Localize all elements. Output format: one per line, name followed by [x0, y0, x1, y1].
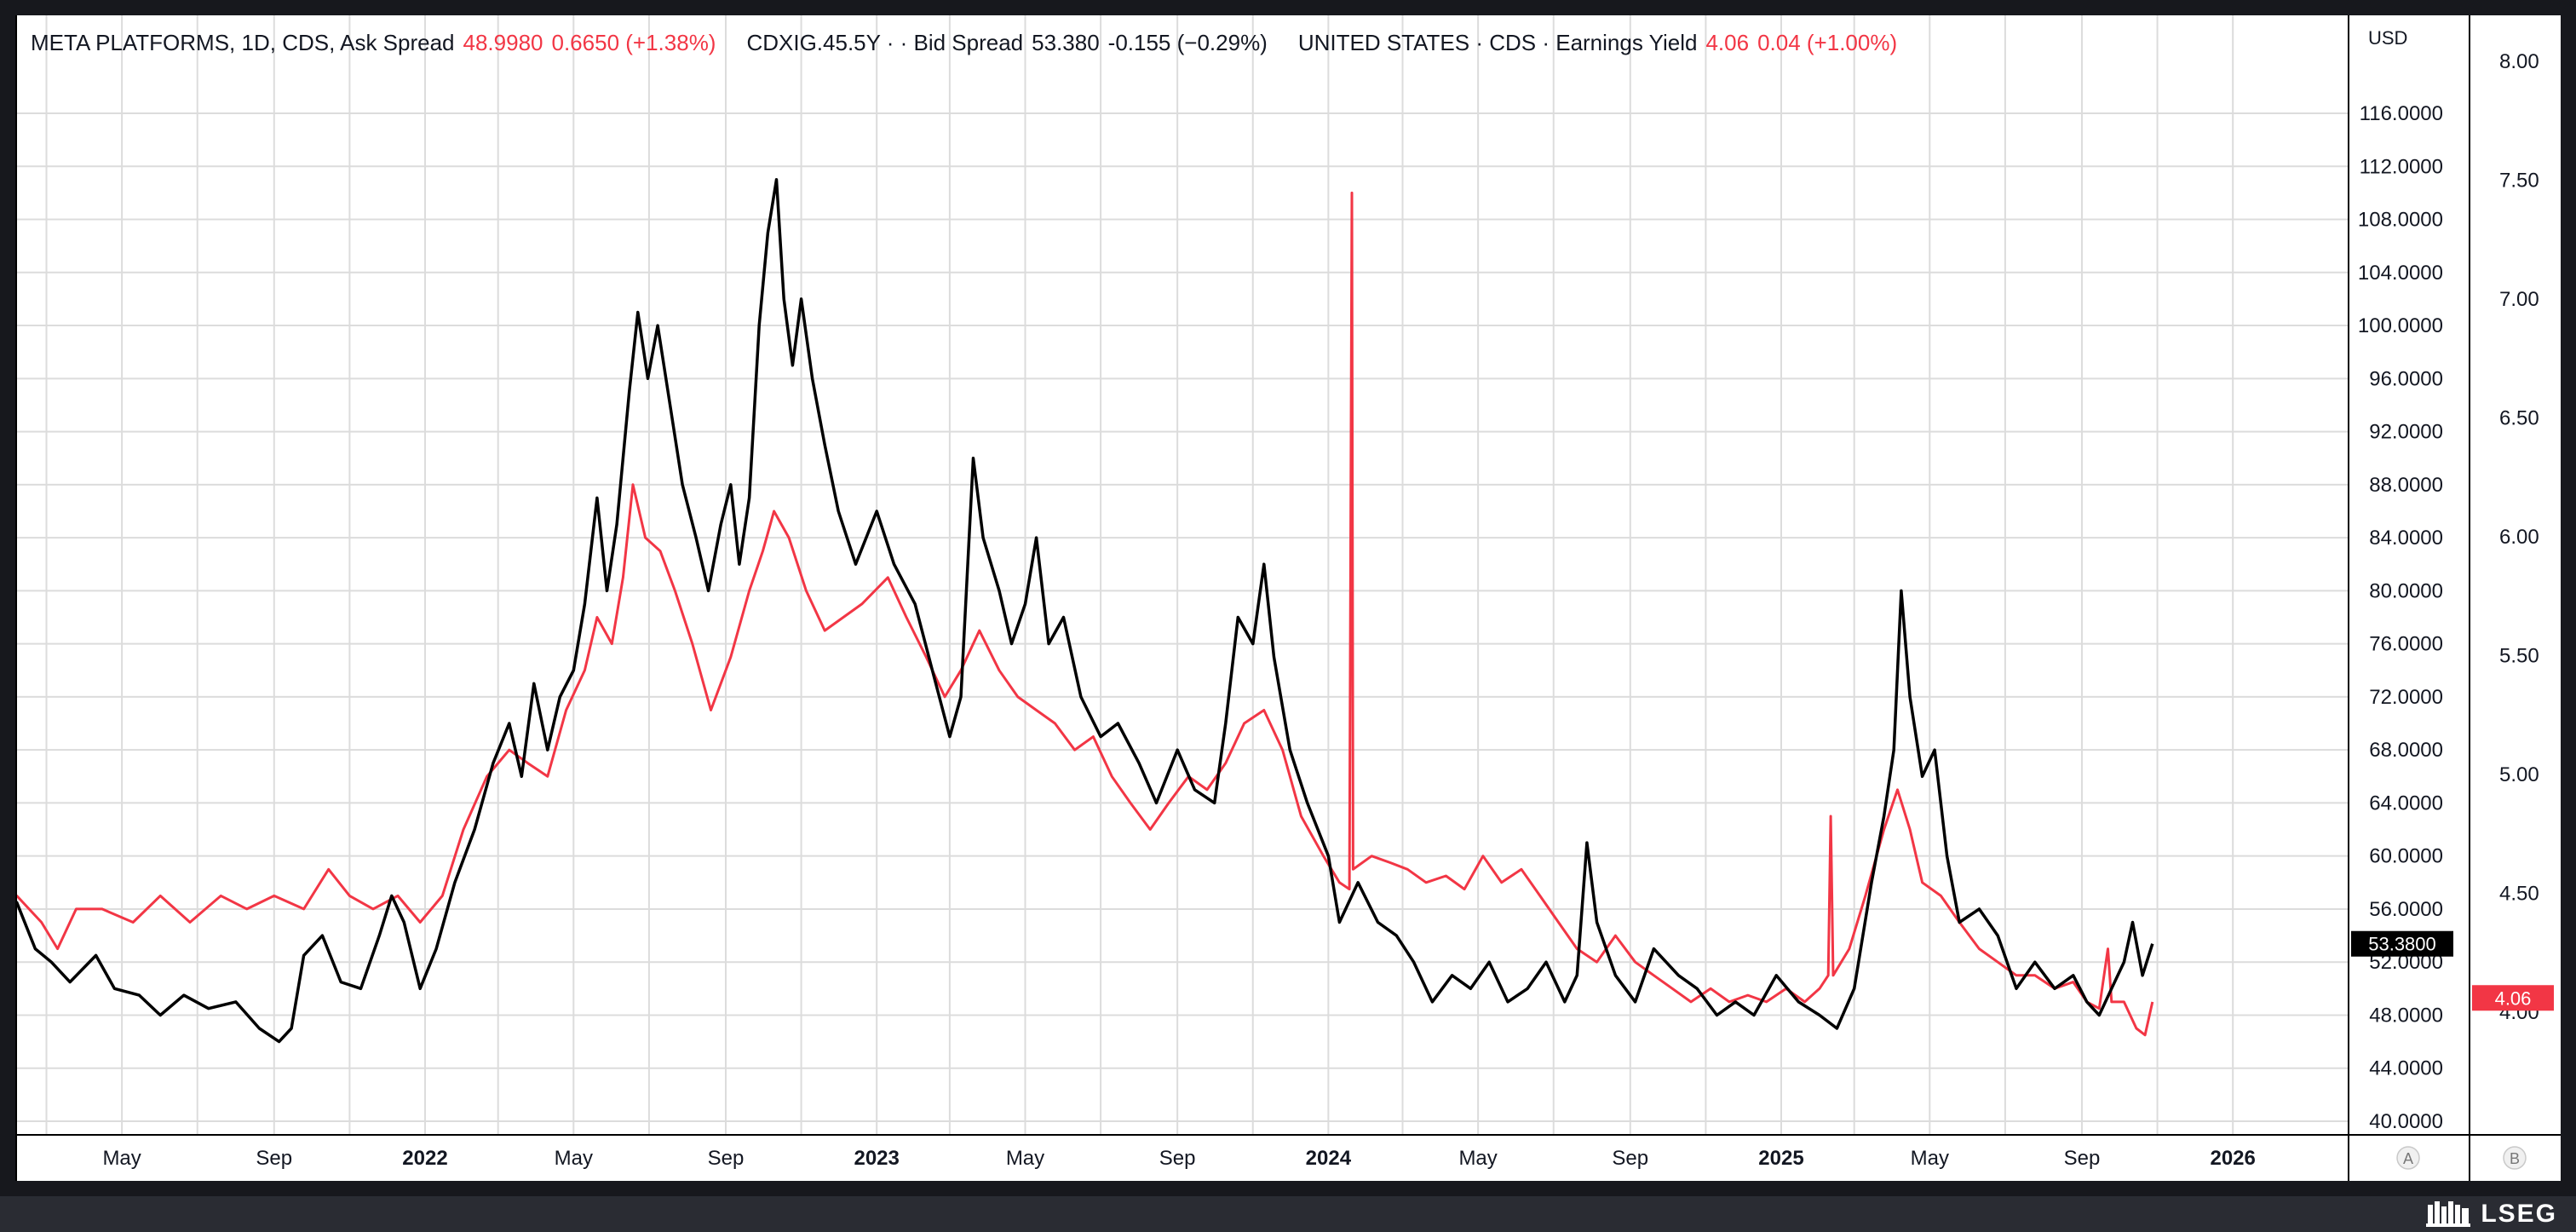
chart-panel: 40.0000 44.0000 48.0000 52.0000 56.0000 60.00…: [15, 15, 2561, 1181]
axis-a[interactable]: 40.000044.000048.000052.000056.000060.00…: [2358, 102, 2443, 1133]
svg-text:53.3800: 53.3800: [2368, 934, 2436, 955]
axis-b-tick-label: 7.50: [2499, 170, 2539, 193]
legend-s2-name: CDXIG.45.5Y · · Bid Spread: [746, 30, 1023, 55]
series-layer: [15, 178, 2154, 1044]
axis-a-tick-label: 48.0000: [2369, 1004, 2443, 1027]
legend[interactable]: META PLATFORMS, 1D, CDS, Ask Spread 48.99…: [31, 30, 1897, 55]
lseg-logo: LSEG: [2426, 1197, 2557, 1231]
axis-b-border: [2469, 15, 2470, 1181]
axis-b-tick-label: 6.50: [2499, 407, 2539, 430]
axis-a-tick-label: 44.0000: [2369, 1057, 2443, 1080]
time-axis-label: Sep: [708, 1147, 745, 1170]
grid: [17, 15, 2348, 1134]
svg-text:B: B: [2510, 1150, 2520, 1167]
axis-b-tick-label: 5.00: [2499, 763, 2539, 786]
axis-a-tick-label: 80.0000: [2369, 579, 2443, 602]
axis-a-tick-label: 40.0000: [2369, 1110, 2443, 1133]
axis-a-tick-label: 56.0000: [2369, 898, 2443, 921]
axis-a-tick-label: 108.0000: [2358, 209, 2443, 232]
series-line-cdx: [15, 178, 2154, 1044]
lseg-wordmark: LSEG: [2481, 1200, 2557, 1228]
chart[interactable]: 40.000044.000048.000052.000056.000060.00…: [15, 15, 2561, 1181]
time-axis-label: May: [1911, 1147, 1949, 1170]
axis-a-tick-label: 100.0000: [2358, 314, 2443, 337]
axis-a-tick-label: 88.0000: [2369, 474, 2443, 497]
legend-s1-name: META PLATFORMS, 1D, CDS, Ask Spread: [31, 30, 455, 55]
time-axis-label: Sep: [256, 1147, 292, 1170]
legend-s1-change: 0.6650 (+1.38%): [552, 30, 716, 55]
time-axis-label: Sep: [2064, 1147, 2101, 1170]
svg-text:A: A: [2403, 1150, 2413, 1167]
axis-a-scale-button[interactable]: A: [2396, 1146, 2420, 1170]
axis-a-tick-label: 76.0000: [2369, 633, 2443, 656]
time-axis-label: May: [555, 1147, 593, 1170]
axis-a-tick-label: 68.0000: [2369, 739, 2443, 762]
axis-a-tick-label: 104.0000: [2358, 262, 2443, 285]
axis-b-scale-button[interactable]: B: [2503, 1146, 2527, 1170]
last-price-label-a: 53.3800: [2351, 930, 2453, 957]
axis-a-tick-label: 60.0000: [2369, 845, 2443, 868]
svg-text:4.06: 4.06: [2495, 987, 2532, 1009]
last-price-label-b: 4.06: [2472, 985, 2554, 1011]
time-axis-label: 2025: [1758, 1147, 1803, 1170]
legend-s3-value: 4.06: [1705, 30, 1749, 55]
chart-left-border: [15, 15, 17, 1181]
time-axis-label: Sep: [1612, 1147, 1648, 1170]
legend-s3-change: 0.04 (+1.00%): [1757, 30, 1897, 55]
time-axis-label: May: [102, 1147, 141, 1170]
time-axis-label: 2024: [1306, 1147, 1352, 1170]
axis-a-tick-label: 64.0000: [2369, 792, 2443, 815]
time-axis-label: May: [1006, 1147, 1044, 1170]
time-axis-label: 2022: [402, 1147, 447, 1170]
axis-b-tick-label: 8.00: [2499, 50, 2539, 73]
axis-a-tick-label: 96.0000: [2369, 367, 2443, 390]
axis-a-tick-label: 84.0000: [2369, 527, 2443, 550]
time-axis[interactable]: May Sep 2022 May Sep 2023 May Sep 2024 May Sep 2025…: [102, 1147, 2255, 1170]
time-axis-label: 2026: [2210, 1147, 2255, 1170]
axis-separators: [15, 15, 2561, 1181]
axis-b-tick-label: 6.00: [2499, 526, 2539, 549]
footer-bar: [0, 1196, 2576, 1232]
legend-s2-change: -0.155 (−0.29%): [1108, 30, 1268, 55]
axis-b-tick-label: 5.50: [2499, 645, 2539, 668]
axis-a-border: [2348, 15, 2349, 1181]
legend-s3-name: UNITED STATES · CDS · Earnings Yield: [1298, 30, 1698, 55]
axis-b-tick-label: 7.00: [2499, 288, 2539, 311]
time-axis-label: 2023: [854, 1147, 899, 1170]
axis-a-tick-label: 72.0000: [2369, 686, 2443, 709]
axis-b-tick-label: 4.50: [2499, 883, 2539, 906]
time-axis-label: May: [1458, 1147, 1497, 1170]
bottom-axis-border: [15, 1134, 2561, 1136]
axis-a-unit: USD: [2368, 27, 2407, 49]
time-axis-label: Sep: [1159, 1147, 1196, 1170]
axis-a-tick-label: 92.0000: [2369, 421, 2443, 444]
axis-a-tick-label: 112.0000: [2360, 155, 2443, 178]
legend-s1-value: 48.9980: [463, 30, 543, 55]
axis-b[interactable]: 4.004.505.005.506.006.507.007.508.00: [2499, 50, 2539, 1024]
lseg-icon: [2426, 1201, 2471, 1227]
legend-s2-value: 53.380: [1032, 30, 1100, 55]
axis-a-tick-label: 116.0000: [2360, 102, 2443, 125]
